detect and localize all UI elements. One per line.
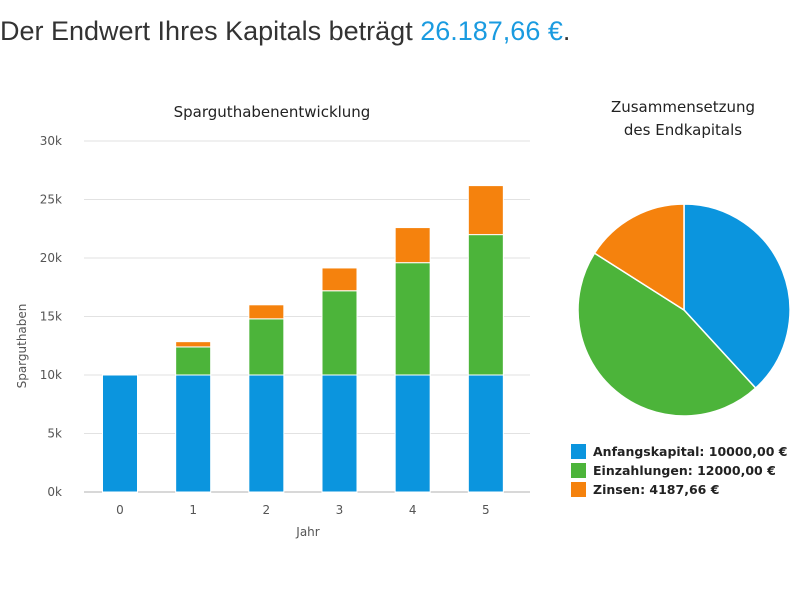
composition-pie-chart: Zusammensetzung des Endkapitals bbox=[577, 98, 791, 417]
legend-label-anfangskapital: Anfangskapital: 10000,00 € bbox=[593, 444, 788, 459]
y-tick-label: 0k bbox=[47, 485, 62, 499]
y-tick-label: 5k bbox=[47, 427, 62, 441]
bar-segment-zinsen[interactable] bbox=[467, 185, 504, 236]
x-tick-label: 1 bbox=[189, 503, 197, 517]
bar-segment-einzahl[interactable] bbox=[248, 318, 285, 376]
pie-title-line-1: Zusammensetzung bbox=[611, 98, 755, 116]
y-tick-label: 10k bbox=[40, 368, 62, 382]
bar-segment-einzahl[interactable] bbox=[175, 346, 212, 376]
bar-segment-anfang[interactable] bbox=[394, 374, 431, 493]
y-tick-label: 30k bbox=[40, 134, 62, 148]
legend-swatch-einzahlungen bbox=[571, 463, 586, 478]
bar-series bbox=[102, 185, 504, 493]
bar-segment-zinsen[interactable] bbox=[175, 341, 212, 348]
pie-slice-einzahl[interactable] bbox=[577, 252, 757, 417]
x-tick-label: 4 bbox=[409, 503, 417, 517]
headline-text: Der Endwert Ihres Kapitals beträgt bbox=[0, 16, 413, 46]
result-headline: Der Endwert Ihres Kapitals beträgt 26.18… bbox=[0, 16, 570, 47]
y-axis-ticks: 0k 5k 10k 15k 20k 25k 30k bbox=[40, 134, 62, 499]
y-axis-label: Sparguthaben bbox=[15, 304, 29, 389]
legend-item-zinsen[interactable]: Zinsen: 4187,66 € bbox=[571, 480, 787, 499]
savings-bar-chart: Sparguthabenentwicklung 0k 5k 10k 15k 20k 25k… bbox=[15, 103, 530, 539]
bar-segment-einzahl[interactable] bbox=[321, 290, 358, 376]
bar-segment-einzahl[interactable] bbox=[394, 262, 431, 376]
legend-item-anfangskapital[interactable]: Anfangskapital: 10000,00 € bbox=[571, 442, 787, 461]
x-tick-label: 2 bbox=[263, 503, 271, 517]
final-amount: 26.187,66 € bbox=[420, 16, 563, 46]
legend-item-einzahlungen[interactable]: Einzahlungen: 12000,00 € bbox=[571, 461, 787, 480]
x-axis-ticks: 0 1 2 3 4 5 bbox=[116, 503, 489, 517]
legend-swatch-zinsen bbox=[571, 482, 586, 497]
bar-segment-zinsen[interactable] bbox=[321, 267, 358, 292]
pie-legend: Anfangskapital: 10000,00 € Einzahlungen:… bbox=[571, 442, 787, 499]
bar-segment-anfang[interactable] bbox=[467, 374, 504, 493]
pie-slices bbox=[577, 203, 791, 417]
bar-chart-title: Sparguthabenentwicklung bbox=[174, 103, 371, 121]
bar-segment-anfang[interactable] bbox=[248, 374, 285, 493]
bar-segment-zinsen[interactable] bbox=[248, 304, 285, 320]
legend-swatch-anfangskapital bbox=[571, 444, 586, 459]
bar-segment-anfang[interactable] bbox=[321, 374, 358, 493]
bar-segment-zinsen[interactable] bbox=[394, 227, 431, 264]
bar-chart-grid bbox=[84, 140, 530, 493]
x-tick-label: 3 bbox=[336, 503, 344, 517]
x-tick-label: 5 bbox=[482, 503, 490, 517]
pie-slice-anfang[interactable] bbox=[683, 203, 791, 390]
y-tick-label: 20k bbox=[40, 251, 62, 265]
bar-segment-einzahl[interactable] bbox=[467, 234, 504, 376]
bar-segment-anfang[interactable] bbox=[175, 374, 212, 493]
x-axis-label: Jahr bbox=[295, 525, 319, 539]
x-tick-label: 0 bbox=[116, 503, 124, 517]
y-tick-label: 15k bbox=[40, 310, 62, 324]
pie-slice-zinsen[interactable] bbox=[593, 203, 685, 312]
legend-label-einzahlungen: Einzahlungen: 12000,00 € bbox=[593, 463, 776, 478]
bar-segment-anfang[interactable] bbox=[102, 374, 138, 493]
y-tick-label: 25k bbox=[40, 193, 62, 207]
pie-title-line-2: des Endkapitals bbox=[624, 121, 742, 139]
headline-period: . bbox=[562, 16, 571, 46]
legend-label-zinsen: Zinsen: 4187,66 € bbox=[593, 482, 720, 497]
